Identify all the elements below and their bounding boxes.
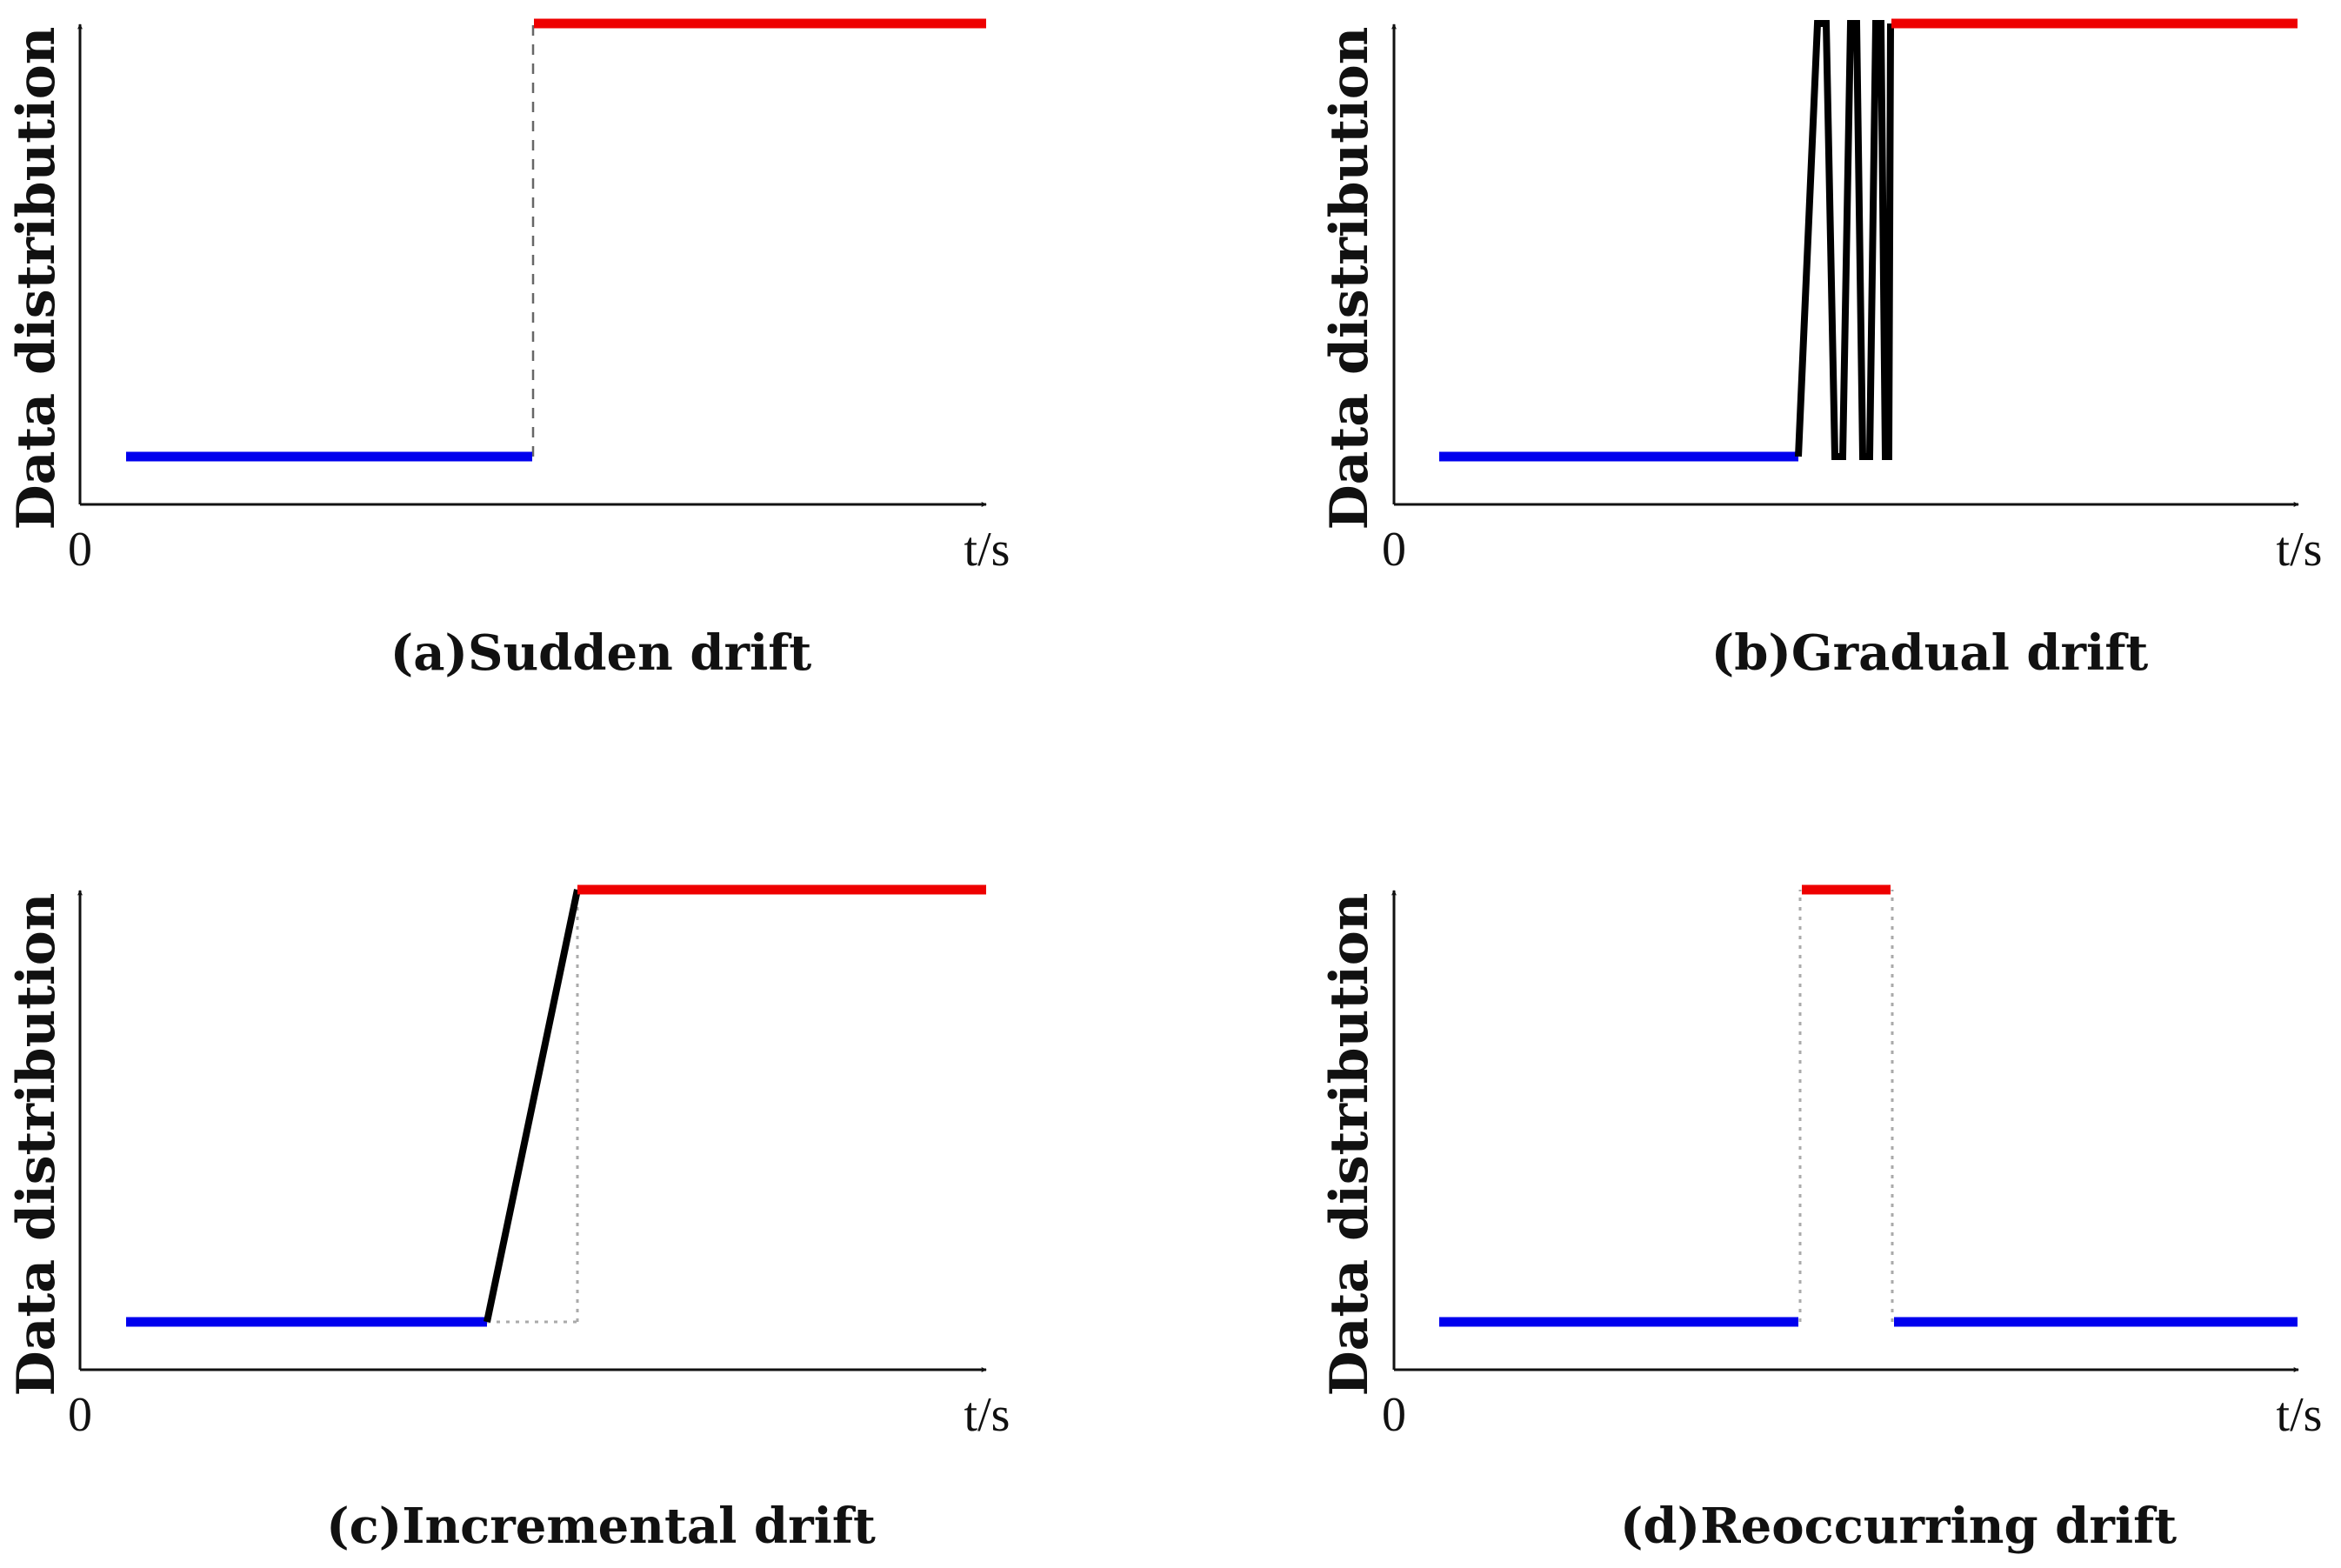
- y-axis-label: Data distribution: [1319, 893, 1380, 1397]
- y-axis-label: Data distribution: [6, 893, 67, 1397]
- x-axis-label: t/s: [964, 1388, 1010, 1442]
- panel-caption: (b)Gradual drift: [1711, 624, 2149, 682]
- panel-incremental-drift: Data distribution 0 t/s (c)Incremental d…: [6, 884, 1010, 1555]
- x-axis-label: t/s: [2277, 523, 2323, 577]
- origin-label: 0: [1382, 1388, 1406, 1442]
- panel-caption: (d)Reoccurring drift: [1620, 1498, 2177, 1555]
- origin-label: 0: [1382, 523, 1406, 577]
- x-axis-label: t/s: [2277, 1388, 2323, 1442]
- incremental-ramp: [484, 889, 581, 1323]
- origin-label: 0: [68, 1388, 92, 1442]
- panel-sudden-drift: Data distribution 0 t/s (a)Sudden drift: [6, 18, 1010, 682]
- panel-reoccurring-drift: Data distribution 0 t/s (d)Reoccurring d…: [1319, 884, 2323, 1555]
- origin-label: 0: [68, 523, 92, 577]
- gradual-oscillation: [1795, 20, 1894, 460]
- panel-caption: (a)Sudden drift: [390, 624, 812, 682]
- x-axis-label: t/s: [964, 523, 1010, 577]
- y-axis-label: Data distribution: [6, 27, 67, 530]
- y-axis-label: Data distribution: [1319, 27, 1380, 530]
- panel-gradual-drift: Data distribution 0 t/s (b)Gradual drift: [1319, 18, 2323, 682]
- panel-caption: (c)Incremental drift: [326, 1498, 876, 1555]
